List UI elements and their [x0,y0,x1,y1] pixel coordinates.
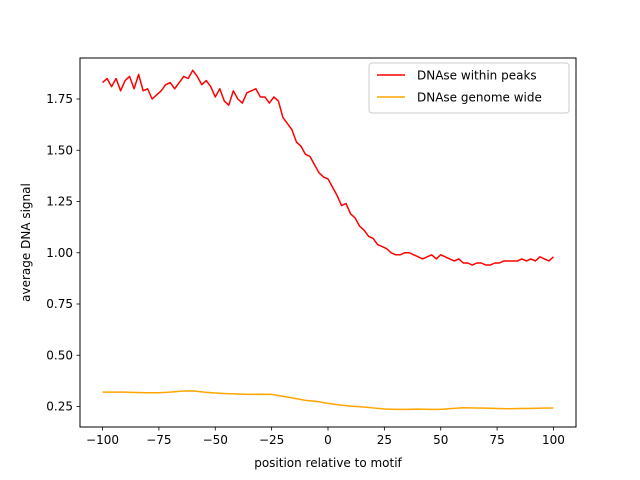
x-tick-label: 50 [433,433,448,447]
x-tick-label: 0 [324,433,332,447]
series-layer [102,69,554,411]
x-tick-label: −75 [146,433,171,447]
x-axis: −100 −75 −50 −25 0 25 50 75 100 [86,427,565,447]
y-tick-label: 1.75 [46,92,73,106]
x-tick-label: −100 [86,433,119,447]
y-tick-label: 1.25 [46,195,73,209]
legend-box [368,62,570,114]
y-tick-label: 0.75 [46,297,73,311]
series-line-dnase-within-peaks [102,69,554,266]
y-axis: 0.25 0.50 0.75 1.00 1.25 1.50 1.75 [46,92,80,414]
y-tick-label: 0.25 [46,400,73,414]
x-tick-label: −25 [259,433,284,447]
y-tick-label: 1.50 [46,143,73,157]
legend-label-dnase-genome-wide: DNAse genome wide [417,91,542,105]
legend: DNAse within peaks DNAse genome wide [368,62,570,114]
x-axis-label: position relative to motif [254,456,402,470]
x-tick-label: 100 [542,433,565,447]
x-tick-label: 25 [377,433,392,447]
series-line-dnase-genome-wide [102,390,554,411]
x-tick-label: −50 [203,433,228,447]
y-tick-label: 0.50 [46,348,73,362]
x-tick-label: 75 [489,433,504,447]
y-tick-label: 1.00 [46,246,73,260]
legend-label-dnase-within-peaks: DNAse within peaks [417,69,537,83]
y-axis-label: average DNA signal [19,183,33,302]
